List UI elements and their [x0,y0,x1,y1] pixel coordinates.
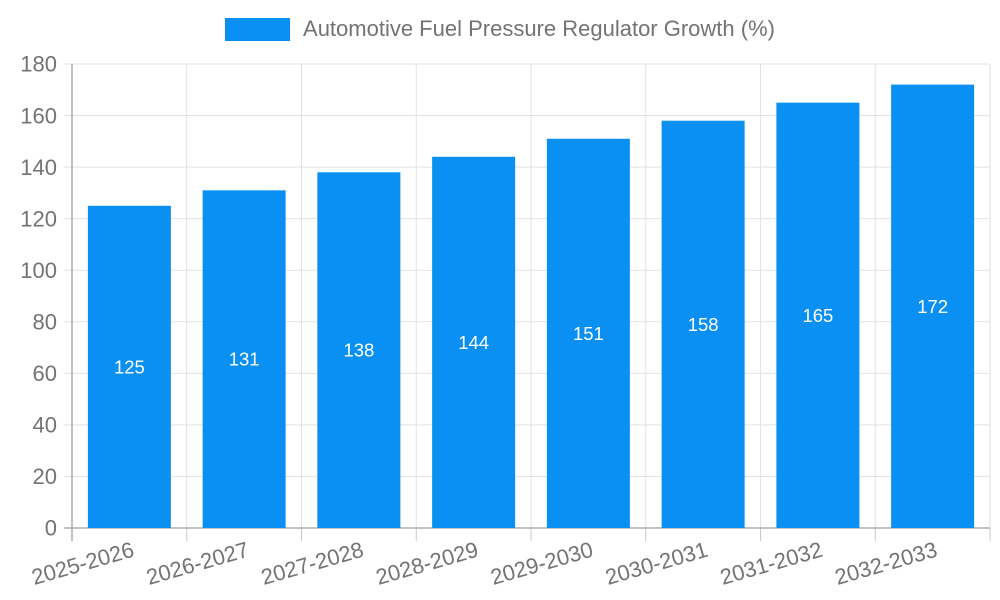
bar-value-label: 144 [458,332,489,353]
chart-legend[interactable]: Automotive Fuel Pressure Regulator Growt… [0,16,1000,42]
x-tick-label: 2032-2033 [832,537,940,590]
bar [546,138,630,528]
x-tick-label: 2030-2031 [602,537,710,590]
legend-label: Automotive Fuel Pressure Regulator Growt… [303,16,775,41]
y-tick-label: 60 [33,361,57,386]
bar-value-label: 165 [802,305,833,326]
bar [661,120,745,528]
x-tick-label: 2025-2026 [29,537,137,590]
y-tick-label: 40 [33,413,57,438]
y-tick-label: 80 [33,309,57,334]
y-tick-label: 20 [33,464,57,489]
y-tick-label: 140 [20,155,57,180]
x-tick-label: 2028-2029 [373,537,481,590]
bar [87,205,171,528]
y-tick-label: 100 [20,258,57,283]
x-tick-label: 2029-2030 [488,537,596,590]
bar-value-label: 125 [114,356,145,377]
x-tick-label: 2026-2027 [143,537,251,590]
y-tick-label: 180 [20,52,57,77]
bar-value-label: 151 [573,323,604,344]
bar-value-label: 158 [688,314,719,335]
bar [202,190,286,529]
x-tick-label: 2031-2032 [717,537,825,590]
bar-value-label: 131 [229,349,260,370]
bar-value-label: 138 [343,340,374,361]
bar [317,172,401,528]
y-tick-label: 120 [20,206,57,231]
y-tick-label: 160 [20,103,57,128]
bar-value-label: 172 [917,296,948,317]
bar [432,156,516,529]
bar [776,102,860,529]
bar [891,84,975,528]
legend-swatch-icon [225,17,291,41]
y-tick-label: 0 [45,516,57,541]
x-tick-label: 2027-2028 [258,537,366,590]
